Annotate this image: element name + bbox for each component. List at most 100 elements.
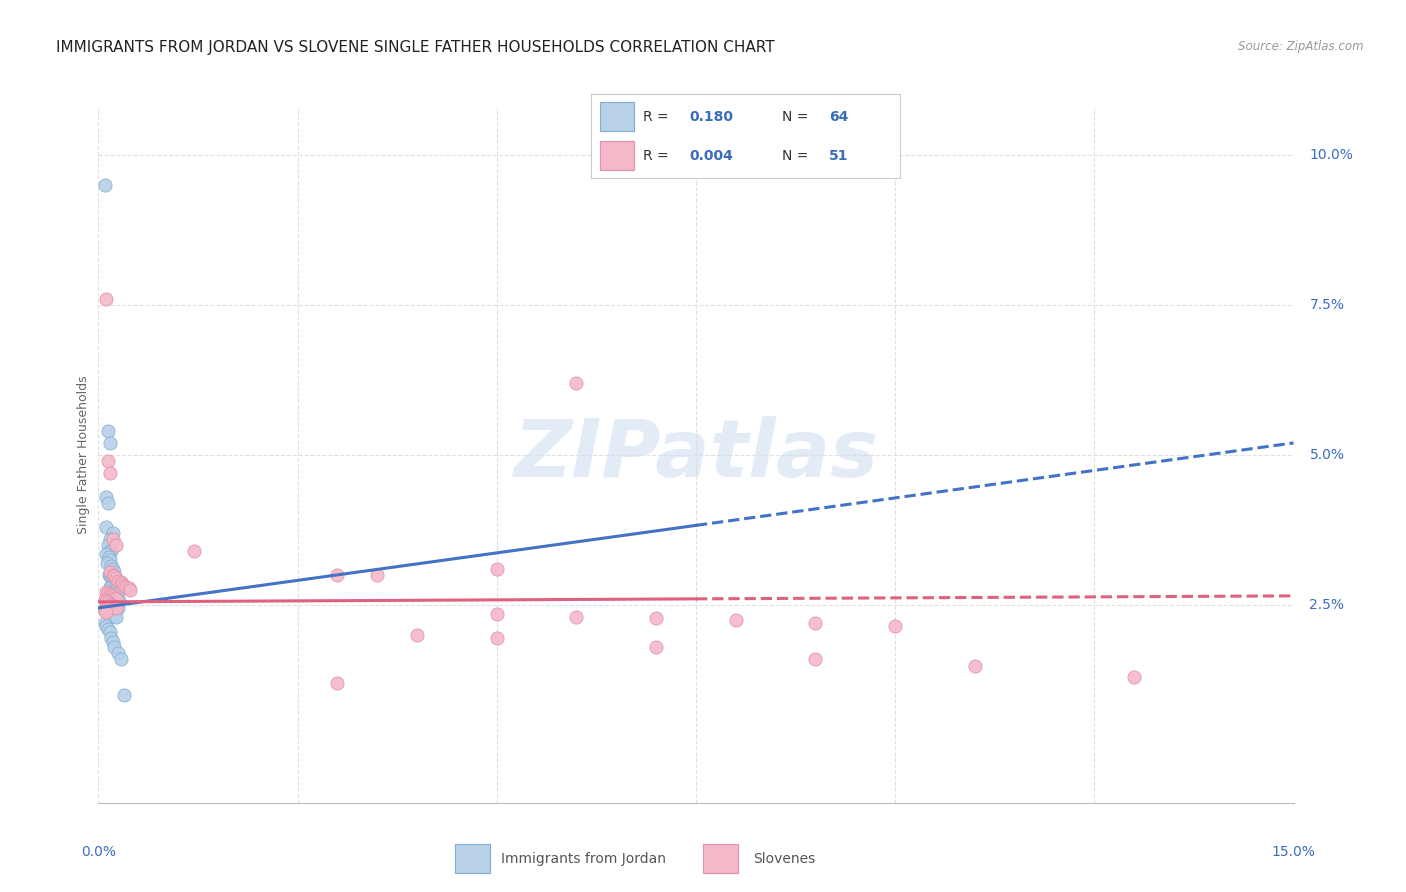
Point [96,490,118,504]
Point [103,608,125,623]
Y-axis label: Single Father Households: Single Father Households [77,376,90,534]
Text: Immigrants from Jordan: Immigrants from Jordan [501,852,665,865]
Point [104,582,127,597]
Point [104,591,127,606]
Point [97,496,120,510]
Point [103,569,125,583]
Point [103,599,125,614]
Point [100,607,122,621]
Point [104,600,127,615]
Point [103,640,125,654]
Point [565,376,588,390]
Point [97,622,120,636]
FancyBboxPatch shape [600,141,634,169]
Point [98,597,121,611]
Point [97,604,120,618]
Point [326,567,349,582]
Point [98,565,122,579]
Point [94,604,117,618]
Point [97,549,120,564]
Point [107,600,129,615]
Text: ZIPatlas: ZIPatlas [513,416,879,494]
Point [94,520,117,534]
Point [98,597,121,611]
Point [104,571,127,585]
Point [107,584,129,599]
Point [103,591,125,605]
Point [94,178,117,192]
Point [100,589,122,603]
Point [120,582,142,597]
Text: 7.5%: 7.5% [1309,298,1344,312]
Point [96,547,118,561]
Point [804,652,827,666]
Point [104,591,127,606]
Point [724,613,747,627]
Point [115,580,138,594]
Text: R =: R = [643,149,673,162]
Point [104,574,127,588]
Point [98,605,121,619]
Point [98,544,121,558]
Text: Slovenes: Slovenes [754,852,815,865]
Text: 15.0%: 15.0% [1271,845,1316,859]
Point [326,676,349,690]
Point [96,619,118,633]
Text: R =: R = [643,110,673,123]
Point [884,619,907,633]
Point [97,596,120,610]
Text: IMMIGRANTS FROM JORDAN VS SLOVENE SINGLE FATHER HOUSEHOLDS CORRELATION CHART: IMMIGRANTS FROM JORDAN VS SLOVENE SINGLE… [56,40,775,55]
Point [104,601,127,615]
Text: N =: N = [782,149,813,162]
Point [112,579,135,593]
Point [107,646,129,660]
Point [96,584,118,599]
Point [1123,670,1146,684]
Point [96,605,118,619]
Point [107,593,129,607]
Point [97,586,120,600]
Point [110,652,132,666]
Text: 5.0%: 5.0% [1309,448,1344,462]
Point [96,556,118,570]
Point [406,628,429,642]
Point [100,598,122,612]
Text: 0.004: 0.004 [689,149,734,162]
FancyBboxPatch shape [703,844,738,873]
Text: Source: ZipAtlas.com: Source: ZipAtlas.com [1239,40,1364,54]
Point [104,610,127,624]
Point [98,553,122,567]
Point [100,544,122,558]
Point [107,574,129,588]
Point [100,631,122,645]
Point [485,562,508,576]
Point [103,565,125,579]
Point [183,544,205,558]
Point [804,615,827,630]
Point [485,607,508,621]
Point [97,595,120,609]
Point [963,659,986,673]
Text: 51: 51 [828,149,848,162]
Point [104,538,127,552]
Point [104,577,127,591]
Point [108,594,131,608]
Point [101,599,124,613]
Point [100,588,122,602]
Point [97,538,120,552]
Point [103,574,125,588]
Point [100,558,122,573]
Point [485,631,508,645]
Point [98,580,121,594]
Point [645,640,668,654]
Point [98,587,121,601]
Point [94,292,117,306]
Text: 10.0%: 10.0% [1309,148,1354,162]
FancyBboxPatch shape [456,844,491,873]
Point [110,575,132,590]
Point [98,587,121,601]
Point [97,586,120,600]
Point [97,454,120,468]
Point [101,599,124,613]
Point [103,600,125,615]
